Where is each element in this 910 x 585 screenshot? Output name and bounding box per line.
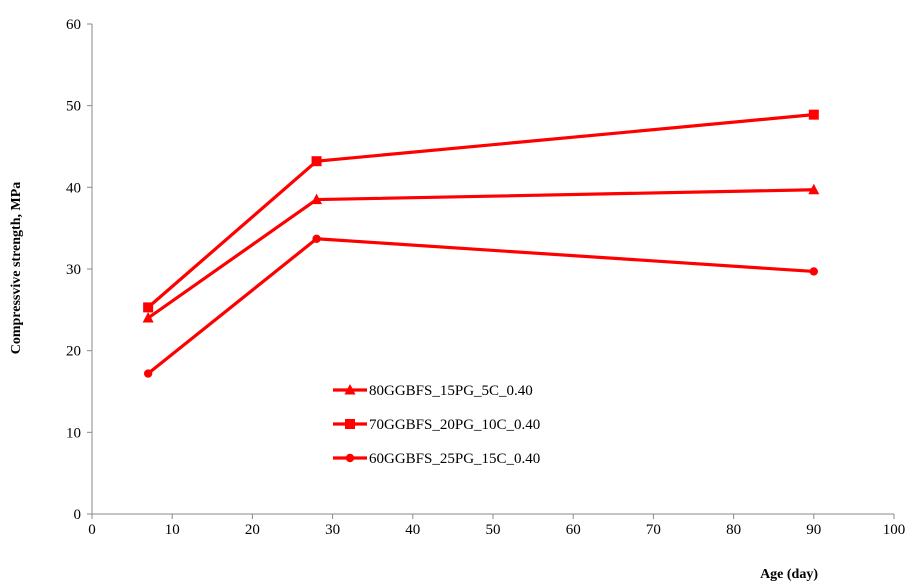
x-tick-label: 90 xyxy=(806,522,821,538)
y-tick-label: 20 xyxy=(66,344,81,360)
x-tick-label: 40 xyxy=(405,522,420,538)
series-layer xyxy=(142,109,820,378)
legend-label-1: 80GGBFS_15PG_5C_0.40 xyxy=(369,383,533,399)
y-tick-label: 40 xyxy=(66,180,81,196)
x-tick-label: 50 xyxy=(486,522,501,538)
data-point-circle xyxy=(143,369,153,378)
data-point-triangle xyxy=(808,183,820,195)
chart-axes xyxy=(87,23,895,519)
legend-label-3: 60GGBFS_25PG_15C_0.40 xyxy=(369,451,540,467)
y-tick-label: 10 xyxy=(66,425,81,441)
data-point-square xyxy=(143,302,154,313)
data-point-square xyxy=(808,109,819,120)
series-line-2 xyxy=(147,113,814,309)
series-line-3 xyxy=(147,237,814,375)
data-point-triangle xyxy=(311,193,323,205)
legend-label-2: 70GGBFS_20PG_10C_0.40 xyxy=(369,417,540,433)
y-tick-label: 60 xyxy=(66,17,81,33)
legend-marker-square xyxy=(345,419,355,429)
y-tick-label: 50 xyxy=(66,99,81,115)
y-axis-title: Compressvive strength, MPa xyxy=(9,182,24,355)
y-tick-label: 0 xyxy=(74,507,82,523)
legend-marker-triangle xyxy=(344,384,356,395)
series-line-1 xyxy=(147,188,814,320)
x-tick-label: 80 xyxy=(726,522,741,538)
x-tick-label: 60 xyxy=(566,522,581,538)
data-point-square xyxy=(311,156,322,167)
data-point-triangle xyxy=(142,312,154,323)
data-point-circle xyxy=(809,267,818,276)
x-axis-title: Age (day) xyxy=(760,567,818,582)
tick-labels: 0 10 20 30 40 50 60 70 80 90 100 0 10 20 30 40 50 60 xyxy=(66,17,905,538)
legend-marker-circle xyxy=(345,453,355,463)
x-tick-label: 20 xyxy=(245,522,260,538)
x-tick-label: 100 xyxy=(883,522,906,538)
x-tick-label: 70 xyxy=(646,522,661,538)
legend: 80GGBFS_15PG_5C_0.40 70GGBFS_20PG_10C_0.4… xyxy=(333,383,540,467)
x-tick-label: 0 xyxy=(88,522,96,538)
y-tick-label: 30 xyxy=(66,262,81,278)
data-point-circle xyxy=(312,234,321,243)
x-tick-label: 10 xyxy=(165,522,180,538)
x-tick-label: 30 xyxy=(325,522,340,538)
